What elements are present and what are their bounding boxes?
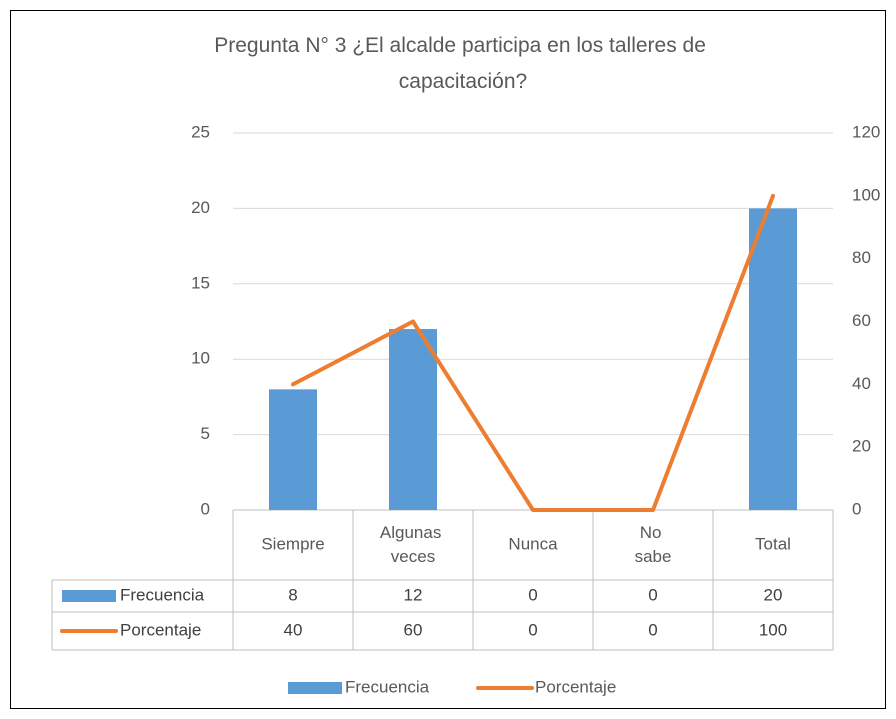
table-cell: 8 <box>288 585 297 604</box>
legend-swatch <box>288 682 342 694</box>
y2-tick-label: 120 <box>852 122 880 141</box>
y2-tick-label: 40 <box>852 374 871 393</box>
x-tick-label: No sabe <box>635 523 672 566</box>
x-tick-label: Total <box>755 534 791 553</box>
table-cell: 20 <box>764 585 783 604</box>
table-series-name: Porcentaje <box>120 620 201 639</box>
y2-tick-label: 20 <box>852 437 871 456</box>
table-cell: 60 <box>404 620 423 639</box>
table-cell: 100 <box>759 620 787 639</box>
chart-title: Pregunta N° 3 ¿El alcalde participa en l… <box>214 34 712 93</box>
table-legend-swatch <box>62 590 116 602</box>
table-cell: 0 <box>528 620 537 639</box>
table-cell: 0 <box>528 585 537 604</box>
y2-tick-label: 100 <box>852 185 880 204</box>
y-tick-label: 5 <box>201 424 210 443</box>
y2-tick-label: 0 <box>852 499 861 518</box>
table-cell: 40 <box>284 620 303 639</box>
x-tick-label: Siempre <box>261 534 324 553</box>
x-tick-label: Algunas veces <box>380 523 446 566</box>
table-series-name: Frecuencia <box>120 585 205 604</box>
y-tick-label: 20 <box>191 198 210 217</box>
table-cell: 0 <box>648 585 657 604</box>
legend-label: Porcentaje <box>535 677 616 696</box>
legend-label: Frecuencia <box>345 677 430 696</box>
bar <box>269 389 317 510</box>
y-tick-label: 10 <box>191 349 210 368</box>
y-tick-label: 15 <box>191 273 210 292</box>
y2-tick-label: 80 <box>852 248 871 267</box>
table-cell: 12 <box>404 585 423 604</box>
x-tick-label: Nunca <box>508 534 558 553</box>
table-cell: 0 <box>648 620 657 639</box>
line <box>291 193 775 512</box>
bar <box>749 208 797 510</box>
y-tick-label: 0 <box>201 499 210 518</box>
y-tick-label: 25 <box>191 122 210 141</box>
bar <box>389 329 437 510</box>
y2-tick-label: 60 <box>852 311 871 330</box>
